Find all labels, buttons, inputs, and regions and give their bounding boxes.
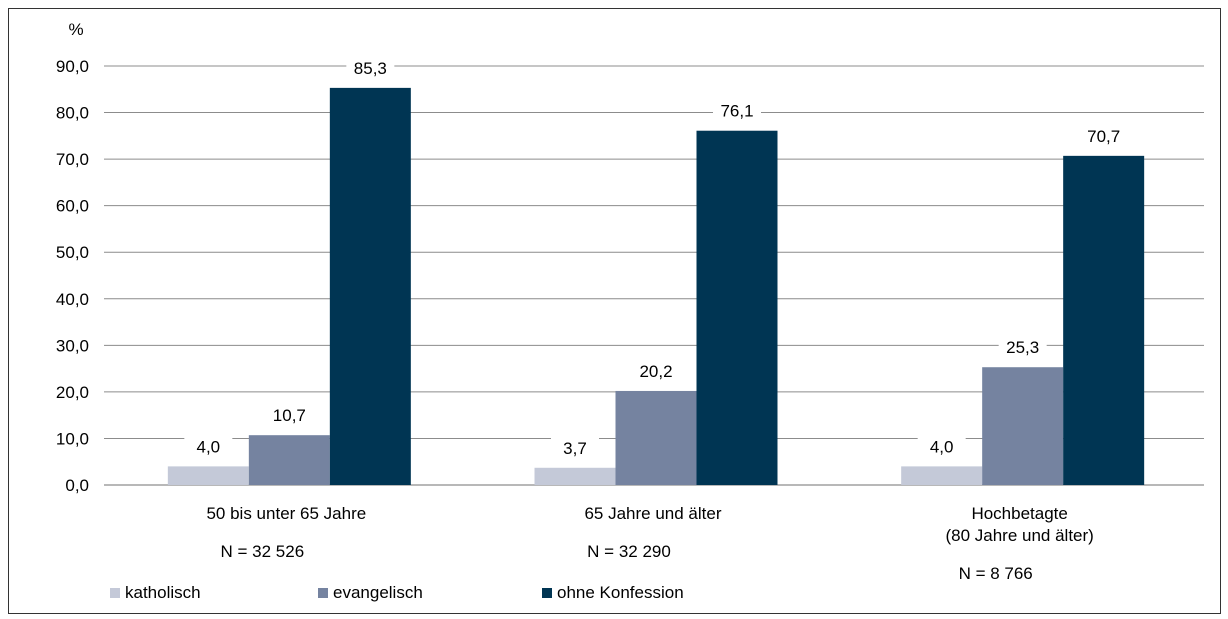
legend-item-ohne-konfession: ohne Konfession <box>542 583 684 603</box>
bar-ohne-konfession <box>1063 155 1145 485</box>
y-axis-unit: % <box>68 20 83 39</box>
bar-katholisch <box>167 466 249 485</box>
data-label-background <box>632 359 680 382</box>
data-labels: 4,0 10,7 85,3 3,7 20,2 76,1 4,0 25,3 70,7 <box>184 56 1128 459</box>
data-label: 25,3 <box>1006 338 1039 357</box>
y-tick-label: 90,0 <box>56 57 89 76</box>
data-label-background <box>713 99 761 122</box>
y-tick-label: 80,0 <box>56 104 89 123</box>
legend-swatch-evangelisch <box>318 588 328 598</box>
legend-label-evangelisch: evangelisch <box>333 583 423 602</box>
bar-katholisch <box>901 466 983 485</box>
sample-size-label: N = 32 526 <box>221 542 305 561</box>
legend-label-ohne-konfession: ohne Konfession <box>557 583 684 602</box>
data-label: 70,7 <box>1087 127 1120 146</box>
y-tick-label: 10,0 <box>56 429 89 448</box>
data-label: 3,7 <box>563 439 587 458</box>
y-tick-label: 40,0 <box>56 290 89 309</box>
y-tick-label: 60,0 <box>56 197 89 216</box>
category-labels: 50 bis unter 65 Jahre N = 32 526 65 Jahre … <box>206 504 1093 583</box>
y-tick-label: 30,0 <box>56 336 89 355</box>
data-label-background <box>346 56 395 79</box>
bar-ohne-konfession <box>329 87 411 486</box>
legend-item-katholisch: katholisch <box>110 583 201 603</box>
data-label-background <box>184 435 233 458</box>
legend-item-evangelisch: evangelisch <box>318 583 423 603</box>
y-tick-label: 70,0 <box>56 150 89 169</box>
data-label-background <box>265 404 314 427</box>
bar-evangelisch <box>248 435 330 485</box>
y-tick-label: 20,0 <box>56 383 89 402</box>
sample-size-label: N = 8 766 <box>959 564 1033 583</box>
category-label: 65 Jahre und älter <box>584 504 721 523</box>
data-label: 20,2 <box>639 362 672 381</box>
y-axis-ticks: 0,0 10,0 20,0 30,0 40,0 50,0 60,0 70,0 80,0 90,0 <box>56 57 89 495</box>
category-label: (80 Jahre und älter) <box>945 526 1093 545</box>
bar-katholisch <box>534 467 616 485</box>
data-label: 4,0 <box>197 437 221 456</box>
sample-size-label: N = 32 290 <box>587 542 671 561</box>
y-tick-label: 0,0 <box>65 476 89 495</box>
chart-frame <box>8 8 1221 614</box>
data-label-background <box>551 436 599 459</box>
category-label: 50 bis unter 65 Jahre <box>206 504 366 523</box>
data-label-background <box>1079 124 1128 147</box>
data-label-background <box>998 336 1047 359</box>
legend-swatch-katholisch <box>110 588 120 598</box>
category-label: Hochbetagte <box>971 504 1067 523</box>
data-label: 4,0 <box>930 437 954 456</box>
data-label-background <box>917 435 966 458</box>
data-label: 10,7 <box>273 406 306 425</box>
bar-evangelisch <box>615 390 697 485</box>
data-label: 85,3 <box>354 59 387 78</box>
bar-evangelisch <box>982 367 1064 485</box>
y-tick-label: 50,0 <box>56 243 89 262</box>
data-label: 76,1 <box>720 102 753 121</box>
legend-swatch-ohne-konfession <box>542 588 552 598</box>
legend-label-katholisch: katholisch <box>125 583 201 602</box>
bar-ohne-konfession <box>696 130 778 485</box>
bars <box>167 87 1145 486</box>
